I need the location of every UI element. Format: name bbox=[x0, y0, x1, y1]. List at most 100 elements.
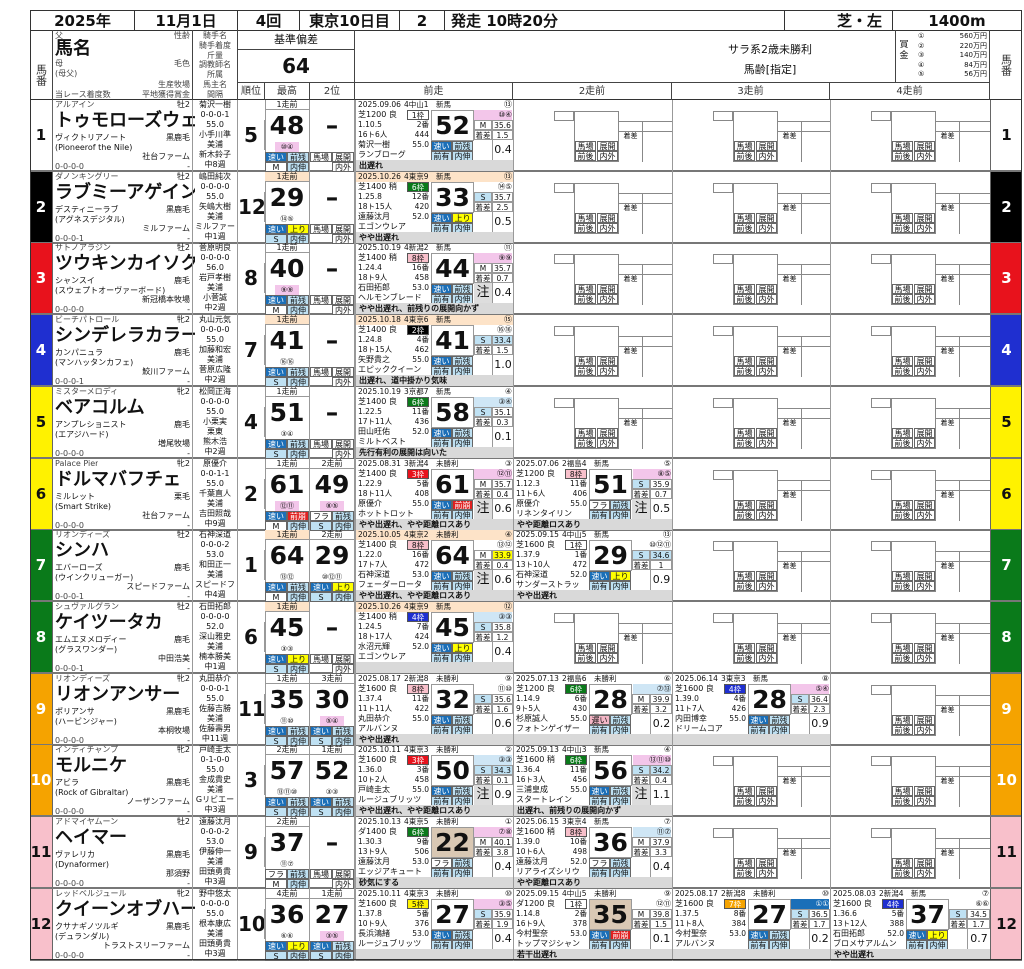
horse-row[interactable]: 3 サトノアラジン 牡2 ツウキンカイソク シャンスイ 鹿毛 (スウェプトオーヴァーボード)… bbox=[30, 243, 1022, 316]
empty-box bbox=[554, 182, 574, 193]
jockey-column bbox=[192, 100, 238, 172]
horse-jockey: 戸崎圭太 bbox=[199, 745, 231, 755]
margin-label: 着差 bbox=[940, 418, 955, 427]
race-score: 64 bbox=[431, 540, 474, 572]
race-winner: フォトンゲイザー bbox=[516, 723, 580, 733]
horse-row[interactable]: 8 シュヴァルグラン 牡2 ケイツータカ エムエヌメロディー 鹿毛 (グラスワンダー) 中田浩… bbox=[30, 601, 1022, 674]
tag-label: 内外 bbox=[914, 294, 935, 305]
horse-name[interactable]: シンデレラカラー bbox=[55, 325, 195, 347]
finish-position: ② bbox=[504, 745, 512, 755]
margin-label: 着差 bbox=[940, 705, 955, 714]
race-date: 2025.10.11 bbox=[358, 745, 401, 755]
horse-number: 2 bbox=[30, 171, 53, 242]
race-date: 2025.06.14 bbox=[675, 673, 718, 683]
coat-color: 鹿毛 bbox=[174, 563, 190, 573]
margin-value: 1.6 bbox=[492, 703, 513, 714]
horse-jockey: 丸田恭介 bbox=[199, 673, 231, 683]
last-3f: 33.4 bbox=[492, 335, 513, 346]
past-race: 着差 馬場 展開 前後 内外 bbox=[672, 243, 831, 316]
race-comment: 出遅れ bbox=[356, 160, 514, 171]
horse-row[interactable]: 2 ダノンキングリー 牡2 ラブミーアゲイン デスティニーラブ 黒鹿毛 (アグネスデジタル)… bbox=[30, 171, 1022, 244]
horse-name[interactable]: ドルマバフチェ bbox=[55, 468, 181, 490]
horse-name[interactable]: ベアコルム bbox=[55, 396, 145, 418]
horse-name[interactable]: ラブミーアゲイン bbox=[55, 181, 195, 203]
horse-row[interactable]: 9 リオンディーズ 牝2 リオンアンサー ポリアンサ 黒鹿毛 (ハービンジャー) 本桐牧場 0-… bbox=[30, 673, 1022, 746]
tag-label: 速い bbox=[265, 295, 287, 306]
prize-amount: 56万円 bbox=[964, 70, 987, 79]
margin-label: 着差 bbox=[940, 347, 955, 356]
dam-name: ポリアンサ bbox=[55, 706, 95, 716]
empty-box bbox=[871, 397, 891, 408]
label-weight: 斤量 bbox=[207, 50, 223, 60]
tag-label: S bbox=[265, 735, 287, 746]
horse-name[interactable]: シンハ bbox=[55, 540, 109, 562]
divider bbox=[936, 417, 991, 419]
score-column: 1走前 29 ⑭⑤ 速い 上り S 内伸 bbox=[265, 171, 310, 244]
race-jockey: 内田博幸 bbox=[675, 713, 707, 723]
margin-label: 着差 bbox=[791, 703, 809, 714]
tag-label: M bbox=[265, 305, 287, 316]
race-class: 未勝利 bbox=[436, 745, 459, 755]
horse-row[interactable]: 6 Palace Pier 牝2 ドルマバフチェ ミルレット 栗毛 (Smart Strik… bbox=[30, 458, 1022, 531]
waku-badge: 4枠 bbox=[724, 683, 746, 694]
empty-score-box bbox=[574, 612, 619, 664]
past-race-header bbox=[356, 171, 514, 182]
tag-label: フラ bbox=[310, 510, 332, 521]
divider bbox=[642, 622, 643, 664]
race-record: 0-0-0-0 bbox=[55, 807, 85, 817]
damsire-name: (アグネスデジタル) bbox=[55, 214, 125, 224]
tag-label: 前崩 bbox=[287, 510, 309, 521]
horse-row[interactable]: 5 ミスターメロディ 牝2 ベアコルム アンプレショニスト 鹿毛 (エアジハード) 増尾牧場 0… bbox=[30, 386, 1022, 459]
last-3f: 35.9 bbox=[650, 478, 672, 489]
horse-name[interactable]: ツウキンカイソク bbox=[55, 253, 195, 275]
rating-value: 0.5 bbox=[650, 498, 672, 519]
race-score: 41 bbox=[431, 325, 474, 357]
damsire-name: (グラスワンダー) bbox=[55, 644, 118, 654]
empty-box bbox=[554, 397, 574, 408]
tag-label: 速い bbox=[265, 223, 287, 234]
race-score: 45 bbox=[431, 611, 474, 643]
horse-row[interactable]: 4 ビーチパトロール 牝2 シンデレラカラー カンパニュラ 鹿毛 (マンハッタンカフェ) 鮫川… bbox=[30, 315, 1022, 388]
horse-row[interactable]: 10 インディチャンプ 牝2 モルニケ アビラ 黒鹿毛 (Rock of Gibraltar… bbox=[30, 745, 1022, 818]
horse-name[interactable]: リオンアンサー bbox=[55, 683, 181, 705]
sire-name: ビーチパトロール bbox=[55, 315, 120, 325]
score-column: – 馬場 展開 内外 bbox=[310, 315, 355, 388]
tag-label: 前残 bbox=[287, 797, 309, 808]
score-column: 1走前 41 ⑯⑯ 速い 前残 S 内伸 bbox=[265, 315, 310, 388]
race-score: 33 bbox=[431, 181, 474, 213]
column-header: 4走前 bbox=[830, 82, 990, 100]
waku-badge: 8枠 bbox=[407, 683, 429, 694]
margin-value: 2.5 bbox=[492, 201, 513, 212]
empty-box bbox=[713, 612, 733, 623]
horse-name[interactable]: トゥモローズウェイ bbox=[55, 110, 195, 131]
tag-label: 展開 bbox=[914, 284, 935, 295]
waku-badge: 1枠 bbox=[407, 110, 429, 120]
pace-label: M bbox=[474, 120, 492, 130]
empty-score-box bbox=[891, 182, 936, 234]
horse-weight: 55.0 bbox=[206, 765, 224, 775]
horse-name[interactable]: モルニケ bbox=[55, 755, 127, 777]
divider bbox=[619, 346, 673, 348]
tag-label: 馬場 bbox=[734, 141, 755, 151]
past-race: 着差 馬場 展開 前後 内外 bbox=[672, 530, 831, 603]
horse-row[interactable]: 7 リオンディーズ 牡2 シンハ エバーローズ 鹿毛 (ウインクリューガー) スピードファーム… bbox=[30, 530, 1022, 603]
horse-name[interactable]: ケイツータカ bbox=[55, 611, 163, 633]
tag-label: 展開 bbox=[597, 642, 618, 653]
race-date: 2025.10.18 bbox=[358, 315, 401, 325]
breeder-farm: 本桐牧場 bbox=[158, 725, 190, 735]
tag-label: 展開 bbox=[914, 714, 935, 725]
passing-marks: ③④ bbox=[280, 429, 294, 438]
tag-label: 内伸 bbox=[287, 448, 309, 459]
past-race: 2025.10.19 4新潟2 新馬 ⑪ 芝1400 稍 8枠 1.24.4 16番 18ト9人… bbox=[355, 243, 514, 316]
horse-row[interactable]: 1アルアイン牡2トゥモローズウェイヴィクトリアノート黒鹿毛(Pioneerof … bbox=[30, 100, 1022, 172]
race-date: 2025.09.06 bbox=[358, 100, 401, 109]
gate-number: 4番 bbox=[416, 335, 429, 345]
past-race: 着差 馬場 展開 前後 内外 bbox=[672, 601, 831, 674]
finish-position: ⑥ bbox=[663, 673, 671, 683]
label-interval: 間隔 bbox=[207, 89, 223, 99]
tag-label: 馬場 bbox=[575, 427, 596, 438]
past-race: 2025.10.05 4東京2 未勝利 ④ 芝1400 良 8枠 1.22.0 16番 17ト7… bbox=[355, 530, 514, 603]
course-condition: 芝1400 稍 bbox=[358, 253, 397, 263]
tag-label: 展開 bbox=[332, 653, 354, 664]
margin-label: 着差 bbox=[940, 275, 955, 284]
